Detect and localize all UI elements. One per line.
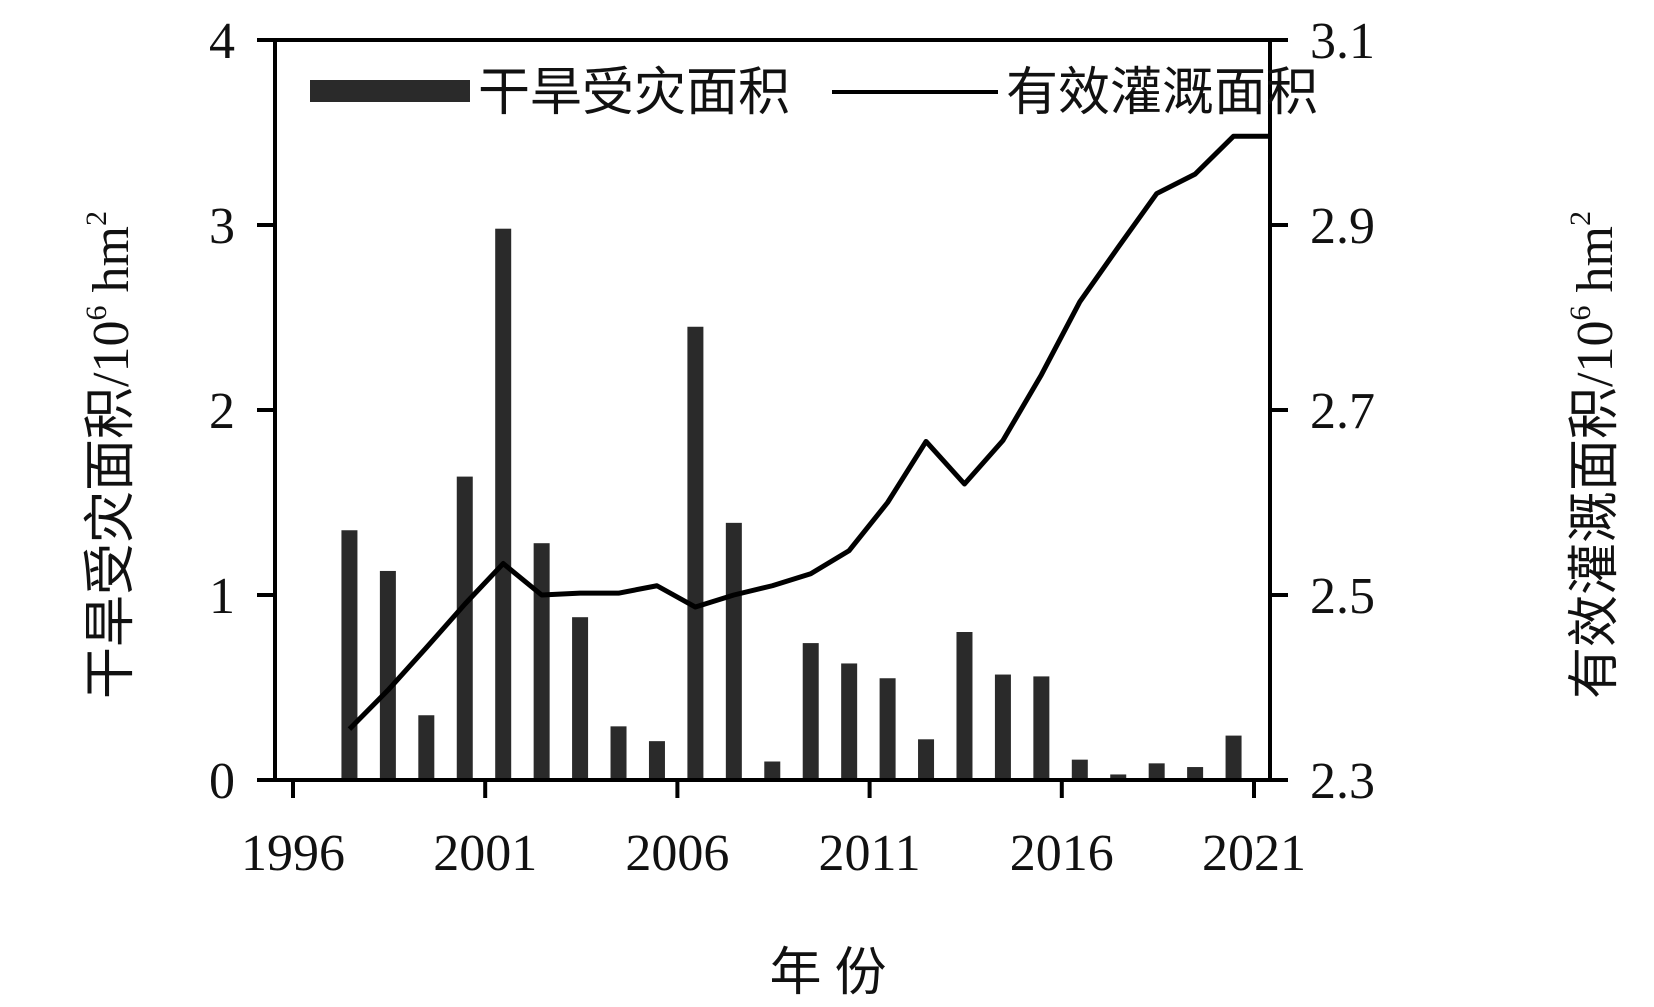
left-y-axis-title-unit-exp: 2: [80, 211, 113, 226]
bar-2008: [764, 761, 781, 780]
bar-2011: [879, 678, 896, 780]
left-y-axis-ticks: 0 1 2 3 4: [209, 13, 275, 810]
bar-2007: [725, 522, 742, 780]
bar-series-drought-area: [341, 228, 1242, 780]
right-y-tick-label-2.5: 2.5: [1310, 568, 1375, 625]
x-tick-label-2016: 2016: [1010, 825, 1114, 882]
right-y-tick-label-2.3: 2.3: [1310, 753, 1375, 810]
left-y-tick-label-4: 4: [209, 13, 235, 70]
left-y-axis-title: 干旱受灾面积/106 hm2: [80, 211, 140, 699]
right-y-axis-ticks: 2.3 2.5 2.7 2.9 3.1: [1270, 13, 1375, 810]
x-tick-label-1996: 1996: [241, 825, 345, 882]
bar-1997: [341, 530, 358, 780]
left-y-axis-title-unit: hm: [83, 226, 140, 305]
left-y-axis-title-exp: 6: [80, 306, 113, 321]
x-tick-label-2006: 2006: [625, 825, 729, 882]
bar-2010: [841, 663, 858, 780]
bar-1999: [418, 715, 435, 780]
right-y-axis-title-main: 有效灌溉面积/10: [1567, 321, 1624, 699]
bar-2002: [533, 543, 550, 780]
x-tick-label-2011: 2011: [819, 825, 921, 882]
bar-2006: [687, 326, 704, 780]
left-y-tick-label-1: 1: [209, 568, 235, 625]
right-y-axis-title-exp: 6: [1564, 306, 1597, 321]
plot-frame: [257, 38, 1288, 782]
x-axis-title: 年 份: [769, 945, 886, 1002]
bar-1998: [379, 570, 396, 780]
bar-2014: [994, 674, 1011, 780]
bar-2016: [1071, 759, 1088, 780]
right-y-axis-title: 有效灌溉面积/106 hm2: [1564, 211, 1624, 699]
right-y-tick-label-2.7: 2.7: [1310, 383, 1375, 440]
bar-2017: [1110, 774, 1127, 780]
left-y-axis-title-main: 干旱受灾面积/10: [83, 321, 140, 699]
right-y-tick-label-3.1: 3.1: [1310, 13, 1375, 70]
bar-2015: [1033, 676, 1050, 780]
line-series-irrigation-area: [347, 133, 1272, 731]
bar-2018: [1148, 763, 1165, 780]
bar-2005: [648, 741, 665, 780]
x-axis-ticks: 1996 2001 2006 2011 2016 2021: [241, 780, 1306, 882]
x-tick-label-2021: 2021: [1202, 825, 1306, 882]
legend-label-drought-area: 干旱受灾面积: [478, 65, 790, 122]
bar-2012: [918, 739, 935, 780]
left-y-tick-label-2: 2: [209, 383, 235, 440]
x-tick-label-2001: 2001: [433, 825, 537, 882]
legend: 干旱受灾面积 有效灌溉面积: [310, 65, 1318, 122]
bar-2001: [495, 228, 512, 780]
bar-2009: [802, 643, 819, 780]
bar-2003: [572, 617, 589, 780]
bar-2000: [456, 476, 473, 780]
legend-bar-swatch: [310, 80, 470, 102]
bar-2004: [610, 726, 627, 780]
right-y-axis-title-unit-exp: 2: [1564, 211, 1597, 226]
left-y-tick-label-0: 0: [209, 753, 235, 810]
legend-label-irrigation-area: 有效灌溉面积: [1006, 65, 1318, 122]
left-y-tick-label-3: 3: [209, 198, 235, 255]
bar-2019: [1187, 767, 1204, 780]
irrigation-line: [347, 133, 1272, 731]
bar-2013: [956, 632, 973, 780]
right-y-tick-label-2.9: 2.9: [1310, 198, 1375, 255]
bar-2020: [1225, 735, 1242, 780]
right-y-axis-title-unit: hm: [1567, 226, 1624, 305]
